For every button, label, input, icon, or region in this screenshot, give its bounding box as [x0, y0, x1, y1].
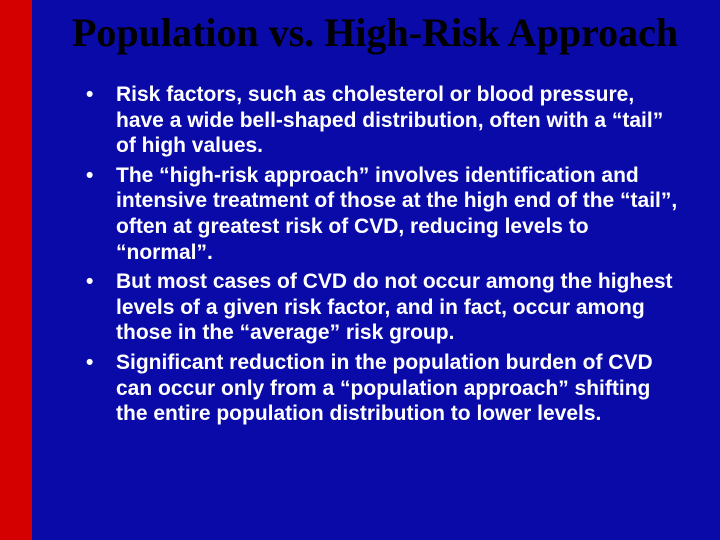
left-accent-bar — [0, 0, 32, 540]
slide-title: Population vs. High-Risk Approach — [72, 12, 680, 54]
content-area: Population vs. High-Risk Approach Risk f… — [32, 0, 720, 540]
slide: Population vs. High-Risk Approach Risk f… — [0, 0, 720, 540]
bullet-item: But most cases of CVD do not occur among… — [86, 269, 680, 346]
bullet-item: The “high-risk approach” involves identi… — [86, 163, 680, 265]
bullet-item: Significant reduction in the population … — [86, 350, 680, 427]
bullet-item: Risk factors, such as cholesterol or blo… — [86, 82, 680, 159]
bullet-list: Risk factors, such as cholesterol or blo… — [72, 82, 680, 431]
